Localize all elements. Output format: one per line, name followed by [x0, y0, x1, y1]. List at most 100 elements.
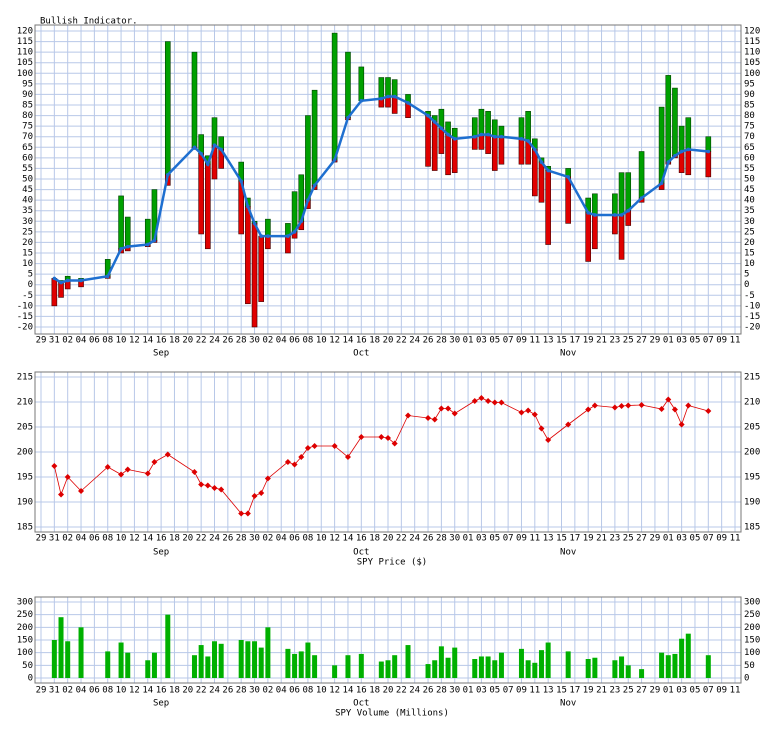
indicator-point [266, 234, 270, 238]
bar-down [678, 151, 685, 173]
volume-bar [639, 669, 645, 678]
x-tick-label: 14 [142, 336, 153, 346]
indicator-point [332, 158, 337, 162]
y-tick-label: 25 [22, 227, 33, 237]
y-tick-label: 95 [744, 79, 755, 89]
indicator-point [679, 149, 684, 154]
bar-up [124, 216, 131, 247]
price-point [264, 475, 271, 482]
indicator-line [53, 95, 709, 284]
y-tick-label: 0 [28, 674, 33, 684]
price-point [204, 482, 211, 489]
month-label: Nov [560, 548, 576, 558]
y-tick-label: 60 [22, 153, 33, 163]
bar-up [391, 79, 398, 97]
bar-up [592, 193, 598, 216]
x-tick-label: 07 [503, 686, 514, 696]
x-tick-label: 16 [156, 336, 167, 346]
bar-up [525, 111, 531, 142]
y-tick-label: 85 [22, 101, 33, 111]
y-tick-label: 120 [744, 27, 760, 37]
volume-bar [518, 648, 524, 678]
x-tick-label: 02 [262, 534, 273, 544]
x-tick-label: 22 [196, 534, 207, 544]
price-point [665, 396, 672, 403]
volume-bar [445, 657, 451, 678]
x-tick-label: 12 [329, 686, 340, 696]
y-tick-label: 75 [744, 122, 755, 132]
x-tick-label: 20 [383, 336, 394, 346]
indicator-point [386, 94, 390, 99]
price-point [258, 490, 265, 496]
bar-down [618, 214, 625, 260]
x-tick-label: 05 [690, 336, 701, 346]
price-point [118, 471, 125, 478]
bar-up [658, 106, 665, 184]
x-tick-label: 14 [343, 686, 354, 696]
x-tick-label: 13 [543, 534, 554, 544]
x-tick-label: 26 [423, 336, 434, 346]
price-point [658, 406, 665, 412]
x-tick-label: 02 [262, 336, 273, 346]
x-tick-label: 15 [556, 686, 567, 696]
y-tick-label: -10 [17, 301, 33, 311]
price-point [198, 481, 205, 488]
y-tick-label: 210 [744, 398, 760, 408]
y-tick-label: 205 [744, 423, 760, 433]
indicator-point [439, 126, 444, 131]
x-tick-label: 20 [182, 686, 193, 696]
x-tick-label: 07 [503, 336, 514, 346]
x-tick-label: 30 [249, 686, 260, 696]
price-point [591, 402, 598, 409]
x-tick-label: 05 [489, 686, 500, 696]
x-tick-label: 28 [436, 336, 447, 346]
x-tick-label: 25 [623, 336, 634, 346]
y-tick-label: -15 [744, 312, 760, 322]
y-tick-label: 0 [744, 280, 749, 290]
price-point [565, 421, 572, 428]
bar-up [345, 51, 351, 118]
y-tick-label: 185 [744, 523, 760, 533]
x-tick-label: 05 [690, 686, 701, 696]
bar-down [498, 136, 505, 165]
indicator-point [479, 132, 484, 137]
bar-down [265, 235, 271, 250]
y-tick-label: 300 [17, 598, 33, 608]
bar-down [431, 121, 438, 171]
y-tick-label: 50 [22, 661, 33, 671]
month-label: Sep [153, 699, 169, 709]
x-tick-label: 29 [650, 336, 661, 346]
x-tick-label: 24 [409, 534, 420, 544]
x-tick-label: 23 [609, 336, 620, 346]
volume-bar [205, 656, 211, 678]
y-tick-label: -10 [744, 301, 760, 311]
volume-bar [78, 627, 84, 678]
indicator-point [246, 204, 250, 209]
indicator-point [346, 115, 350, 120]
y-tick-label: 200 [17, 448, 33, 458]
x-tick-label: 04 [276, 534, 287, 544]
x-tick-label: 27 [636, 534, 647, 544]
volume-bar [125, 652, 131, 678]
x-tick-label: 14 [343, 336, 354, 346]
x-tick-label: 29 [36, 534, 47, 544]
price-point [144, 470, 151, 477]
price-point [525, 407, 532, 414]
y-tick-label: 90 [744, 90, 755, 100]
price-point [485, 398, 492, 404]
volume-bar [238, 640, 244, 678]
y-tick-label: 200 [744, 448, 760, 458]
bar-down [545, 170, 551, 245]
volume-bar [292, 653, 298, 678]
y-tick-label: 10 [744, 259, 755, 269]
y-tick-label: 75 [22, 122, 33, 132]
indicator-point [359, 98, 364, 103]
chart-title: Bullish Indicator. [40, 17, 138, 27]
indicator-point [59, 280, 63, 285]
indicator-point [392, 94, 397, 99]
x-tick-label: 19 [583, 686, 594, 696]
x-tick-label: 15 [556, 534, 567, 544]
x-tick-label: 04 [76, 336, 87, 346]
price-point [304, 445, 311, 451]
x-tick-label: 03 [676, 686, 687, 696]
